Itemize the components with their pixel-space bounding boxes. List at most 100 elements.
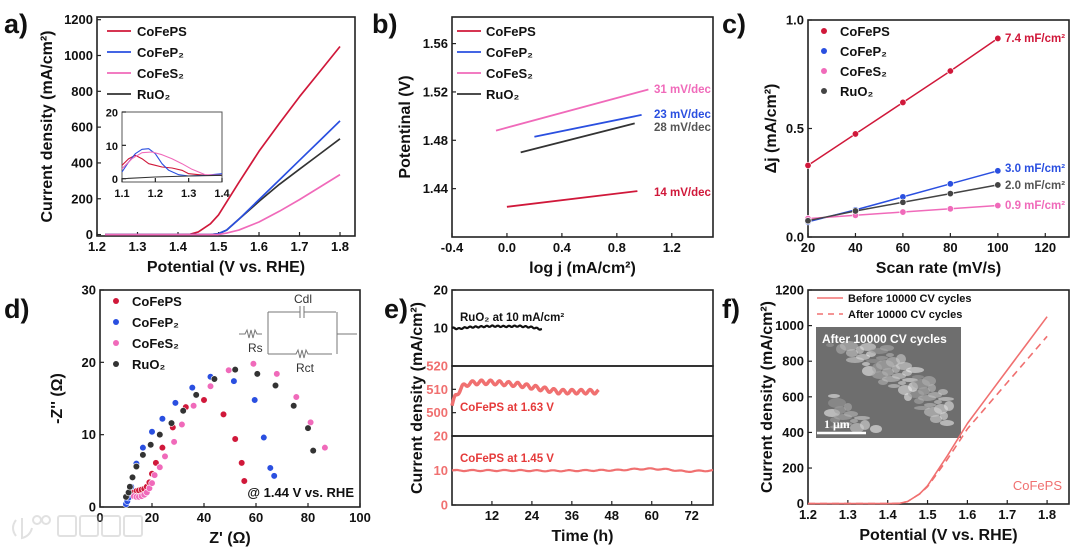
nyquist-point xyxy=(158,444,166,452)
legend-label: RuO₂ xyxy=(486,87,519,102)
nyquist-point xyxy=(292,393,300,401)
x-tick-label: 100 xyxy=(349,510,371,525)
legend-label: Before 10000 CV cycles xyxy=(848,293,972,305)
nyquist-point xyxy=(266,464,274,472)
x-tick-label: 48 xyxy=(605,508,619,523)
y-axis-title: Current density (mA/cm²) xyxy=(759,301,776,493)
data-point xyxy=(994,167,1002,175)
x-tick-label: 80 xyxy=(301,510,315,525)
nyquist-point xyxy=(200,396,208,404)
y-tick-label: 0 xyxy=(797,496,804,511)
panel-label-e: e) xyxy=(384,294,408,324)
x-axis-title: Scan rate (mV/s) xyxy=(876,260,1001,277)
nyquist-point xyxy=(271,381,280,390)
y-axis-title: -Z'' (Ω) xyxy=(49,373,66,424)
panel-a-frame xyxy=(96,16,356,237)
data-point xyxy=(899,208,907,216)
y-axis-title: Current density (mA/cm²) xyxy=(409,302,426,494)
legend-marker xyxy=(821,88,827,94)
y-tick-label: 0 xyxy=(441,498,448,513)
x-tick-label: 1.8 xyxy=(331,239,349,254)
x-tick-label: 0.0 xyxy=(498,240,516,255)
data-point xyxy=(851,130,859,138)
x-tick-label: 0.4 xyxy=(553,240,572,255)
inset-series-line xyxy=(121,151,223,176)
polarization-curve xyxy=(808,335,1048,505)
nyquist-point xyxy=(128,473,137,481)
x-tick-label: 1.2 xyxy=(663,240,681,255)
nyquist-point xyxy=(170,438,178,446)
legend-label: CoFeP₂ xyxy=(137,45,184,60)
capacitance-label: 3.0 mF/cm² xyxy=(1005,163,1065,175)
legend-label: CoFeP₂ xyxy=(132,315,179,330)
legend-label: RuO₂ xyxy=(132,357,165,372)
y-tick-label: 0.5 xyxy=(786,121,804,136)
legend-marker xyxy=(113,340,119,346)
nyquist-point xyxy=(161,452,169,460)
nyquist-point xyxy=(206,382,215,390)
nyquist-point xyxy=(158,415,166,423)
data-point xyxy=(804,217,812,225)
x-tick-label: 60 xyxy=(249,510,263,525)
panel-label-c: c) xyxy=(722,9,746,39)
x-tick-label: 1.3 xyxy=(839,507,857,522)
legend-label: CoFePS xyxy=(840,24,890,39)
nyquist-point xyxy=(178,420,186,429)
nyquist-point xyxy=(210,375,218,383)
sem-image xyxy=(816,327,961,438)
y-axis-title: Δj (mA/cm²) xyxy=(763,84,780,174)
x-axis-title: Z' (Ω) xyxy=(209,530,251,547)
legend-label: CoFePS xyxy=(486,24,536,39)
y-tick-label: 1000 xyxy=(64,48,93,63)
y-tick-label: 200 xyxy=(71,191,93,206)
stability-trace xyxy=(451,467,714,473)
legend-marker xyxy=(821,48,827,54)
y-tick-label: 800 xyxy=(782,354,804,369)
panel-label-f: f) xyxy=(722,294,740,324)
y-axis-title: Current density (mA/cm²) xyxy=(39,30,56,222)
y-tick-label: 20 xyxy=(434,283,448,298)
nyquist-point xyxy=(190,402,198,410)
nyquist-point xyxy=(240,477,248,485)
data-point xyxy=(899,198,907,206)
x-tick-label: 1.2 xyxy=(88,239,106,254)
equivalent-circuit xyxy=(239,306,357,359)
capacitance-label: 7.4 mF/cm² xyxy=(1005,33,1065,45)
tafel-slope-label: 31 mV/dec xyxy=(654,84,711,96)
legend-marker xyxy=(113,319,119,325)
capacitance-label: 2.0 mF/cm² xyxy=(1005,180,1065,192)
segment-label: CoFePS at 1.45 V xyxy=(460,453,554,465)
y-tick-label: 400 xyxy=(71,155,93,170)
y-tick-label: 20 xyxy=(106,108,118,120)
x-tick-label: 1.4 xyxy=(879,507,898,522)
legend-label: CoFeS₂ xyxy=(132,336,179,351)
legend-label: CoFePS xyxy=(132,294,182,309)
legend-label: CoFeS₂ xyxy=(486,66,533,81)
y-tick-label: 600 xyxy=(782,389,804,404)
nyquist-point xyxy=(304,424,312,432)
panel-label-d: d) xyxy=(4,294,29,324)
x-tick-label: 60 xyxy=(645,508,659,523)
y-tick-label: 10 xyxy=(106,141,118,153)
segment-label: RuO₂ at 10 mA/cm² xyxy=(460,312,564,324)
nyquist-point xyxy=(126,483,134,491)
nyquist-point xyxy=(167,419,176,427)
inset-series-line xyxy=(121,174,223,180)
panel-d-frame xyxy=(99,289,361,508)
nyquist-point xyxy=(238,459,246,467)
x-tick-label: 1.2 xyxy=(799,507,817,522)
x-tick-label: 12 xyxy=(485,508,499,523)
x-tick-label: 20 xyxy=(145,510,159,525)
legend-marker xyxy=(821,68,827,74)
circuit-label-cdl: Cdl xyxy=(294,292,312,306)
nyquist-point xyxy=(156,431,164,439)
y-tick-label: 0.0 xyxy=(786,230,804,245)
tafel-slope-label: 28 mV/dec xyxy=(654,122,711,134)
y-tick-label: 600 xyxy=(71,120,93,135)
nyquist-point xyxy=(260,433,268,442)
data-point xyxy=(946,180,954,188)
y-tick-label: 1200 xyxy=(775,283,804,298)
panel-label-b: b) xyxy=(372,9,397,39)
